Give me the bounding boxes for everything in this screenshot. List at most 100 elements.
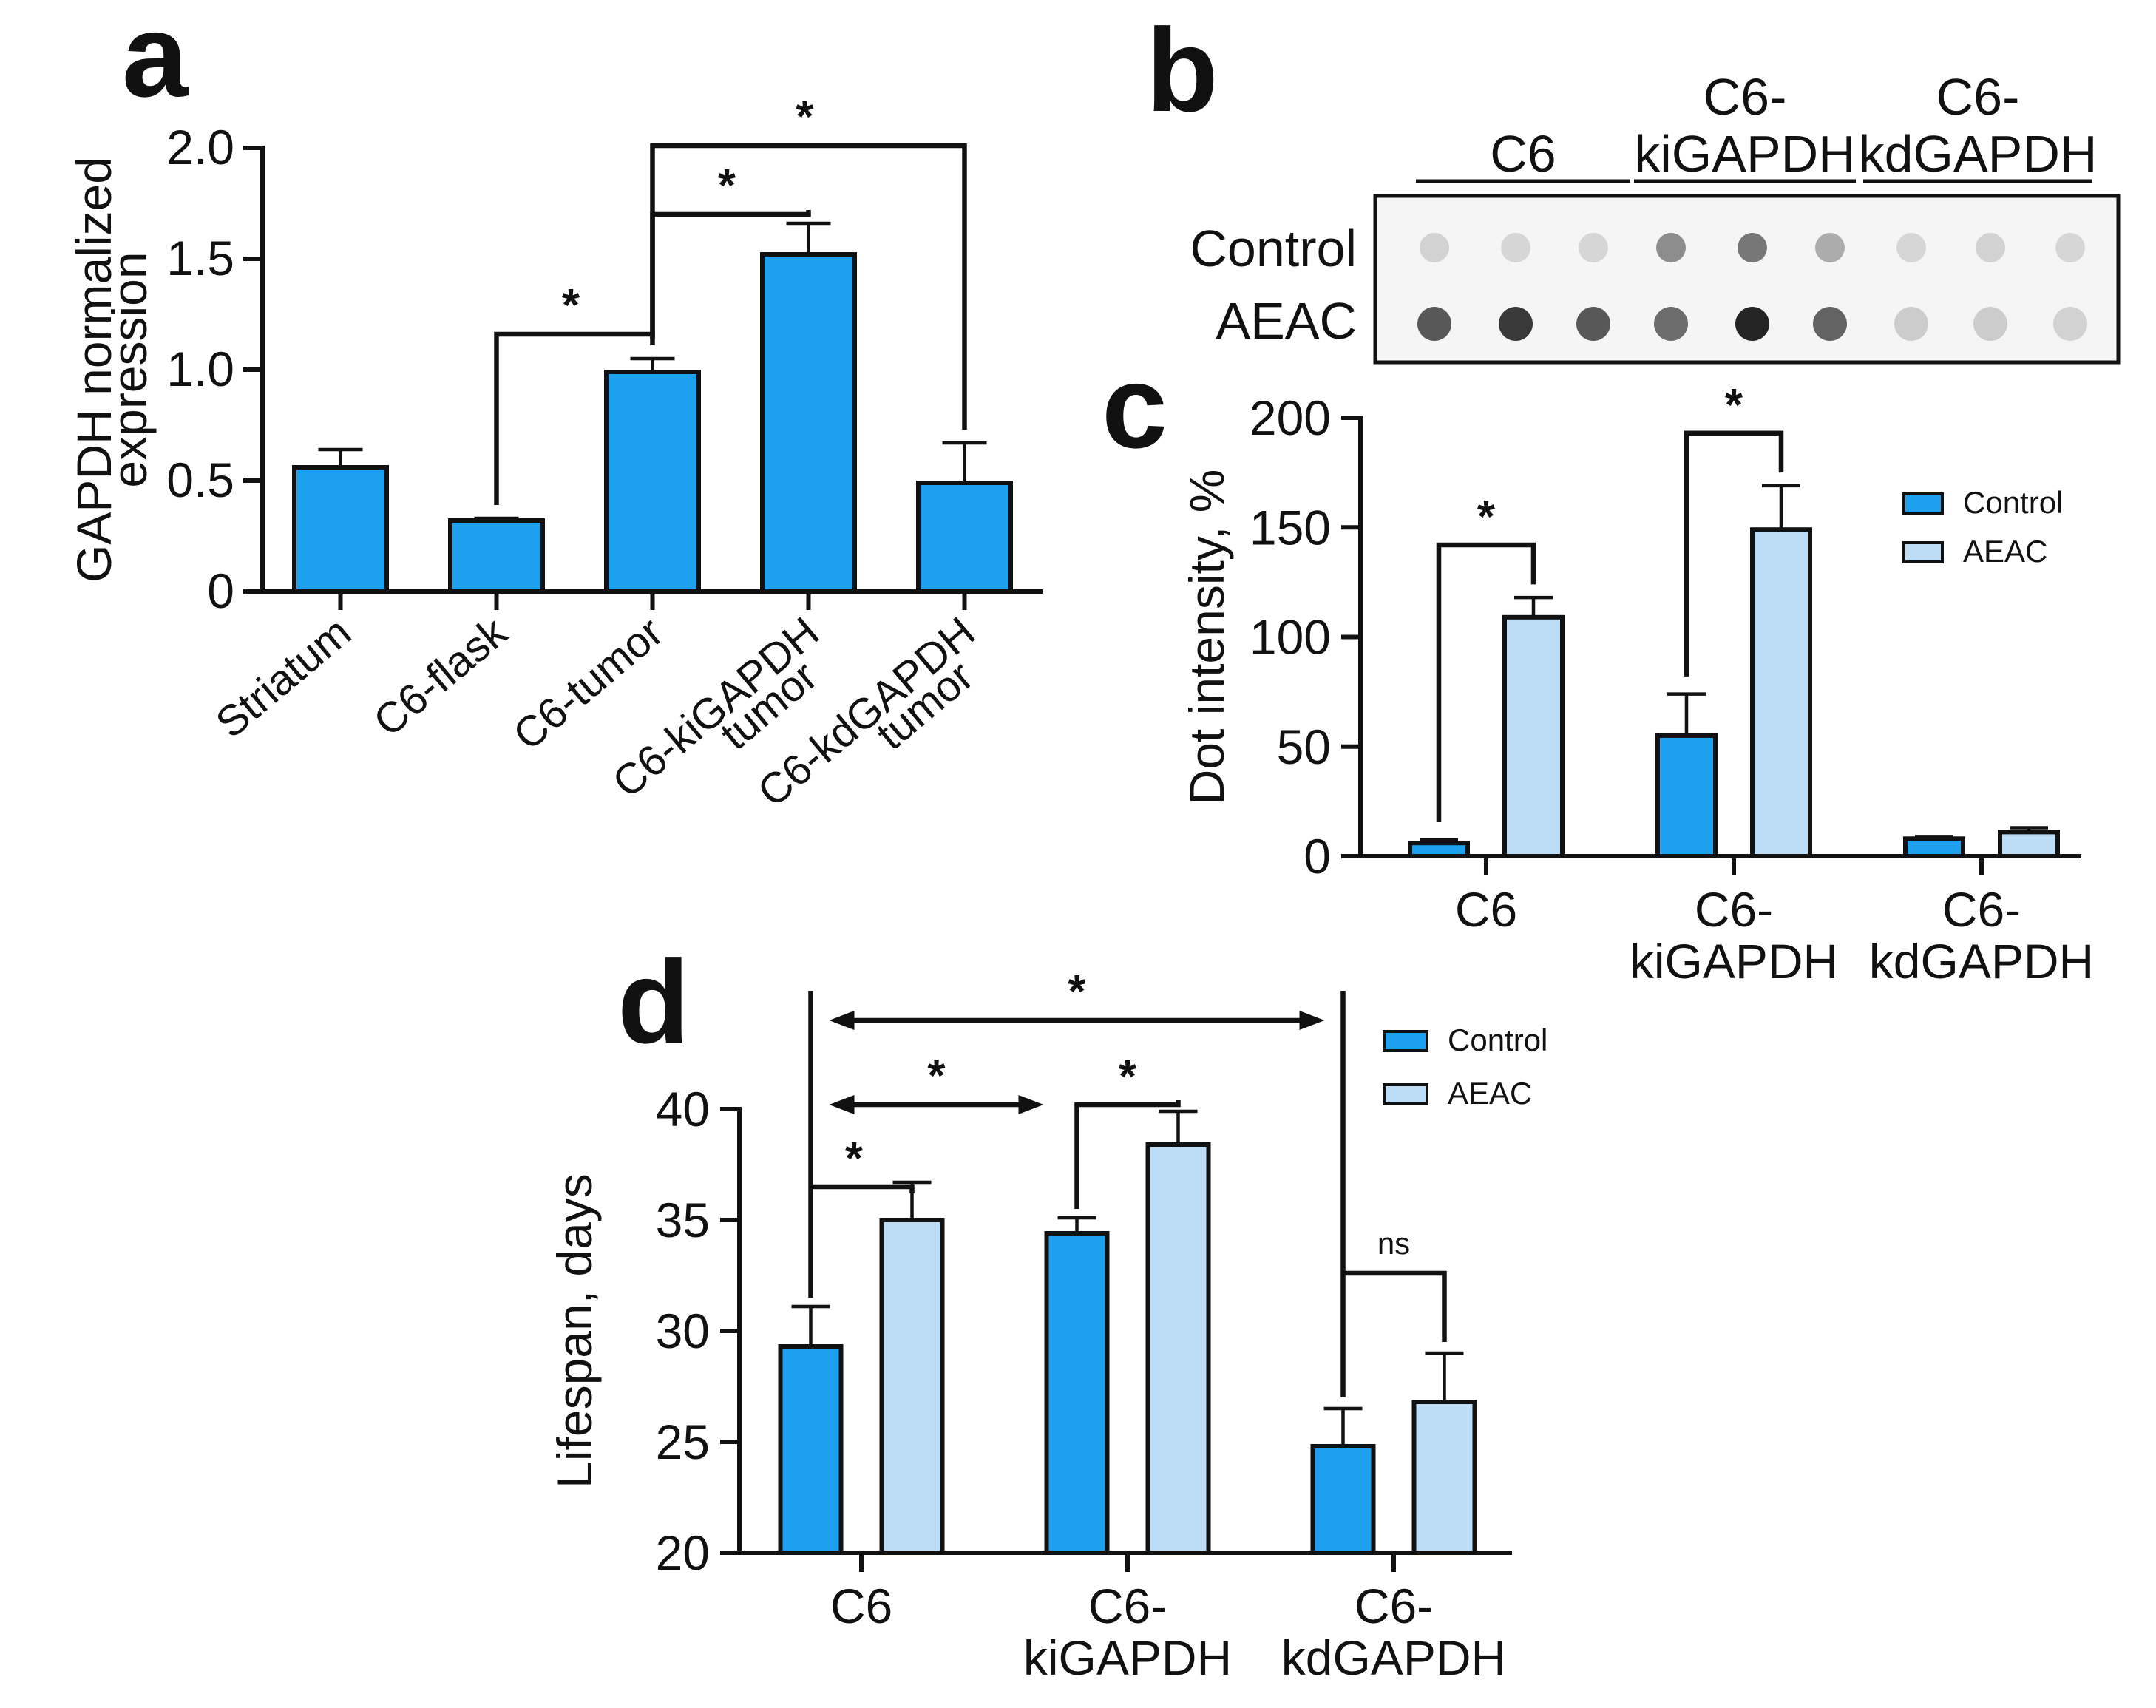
significance-bracket: [1436, 542, 1536, 823]
dot-control: [1738, 233, 1767, 262]
x-tick-label-line2: kdGAPDH: [1869, 934, 2094, 989]
row-label-control: Control: [1190, 220, 1357, 277]
x-tick-label: C6: [830, 1579, 892, 1633]
panel-label-c: c: [1102, 340, 1167, 472]
arrow-head-left: [829, 1011, 855, 1030]
bar-control: [1903, 836, 1965, 859]
dot-control: [1896, 233, 1926, 262]
group-label-line1: C6-: [1704, 68, 1787, 126]
x-tick-label-line1: C6-: [1942, 882, 2021, 937]
bar-aeac: [1750, 527, 1812, 859]
dot-control: [1815, 233, 1845, 262]
arrow-head-right: [1018, 1095, 1044, 1114]
dot-aeac: [1735, 307, 1769, 341]
x-tick-label-line2: kdGAPDH: [1281, 1630, 1506, 1685]
bar-aeac: [1502, 614, 1565, 858]
dot-control: [2055, 233, 2085, 262]
x-tick-label-line2: kiGAPDH: [1630, 934, 1838, 989]
legend-label: AEAC: [1963, 534, 2047, 569]
y-axis-label: GAPDH normalizedexpression: [67, 157, 157, 583]
significance-label: *: [718, 160, 736, 211]
bar-control: [1655, 733, 1718, 858]
y-tick-label: 25: [656, 1414, 710, 1469]
y-tick-label: 35: [656, 1193, 710, 1247]
panel-label-d: d: [617, 935, 690, 1068]
dot-aeac: [1576, 307, 1610, 341]
y-tick-label: 0: [207, 563, 234, 618]
y-tick-label: 200: [1250, 390, 1331, 445]
y-axis-label: Dot intensity, %: [1179, 470, 1234, 805]
y-tick-label: 40: [656, 1082, 710, 1136]
bar: [916, 481, 1013, 594]
dot-aeac: [2053, 307, 2087, 341]
dot-aeac: [1813, 307, 1847, 341]
bar-control: [1044, 1231, 1110, 1555]
y-tick-label: 50: [1277, 719, 1331, 774]
panel-label-b: b: [1146, 4, 1218, 136]
legend-label: Control: [1963, 485, 2063, 520]
y-tick-label: 150: [1250, 500, 1331, 555]
group-label-line2: kdGAPDH: [1859, 125, 2098, 183]
legend-swatch-control: [1383, 1030, 1428, 1052]
y-tick-label: 0: [1304, 829, 1331, 884]
y-tick-label: 1.5: [166, 231, 234, 285]
significance-bracket: [1074, 1100, 1181, 1209]
significance-label: *: [1725, 380, 1743, 431]
dot-aeac: [1417, 307, 1451, 341]
bar-aeac: [1998, 830, 2060, 859]
dot-aeac: [1654, 307, 1688, 341]
bar-aeac: [1145, 1142, 1211, 1555]
significance-label: *: [1477, 492, 1496, 543]
y-tick-label: 30: [656, 1304, 710, 1358]
bar-control: [1310, 1444, 1376, 1555]
bar-aeac: [879, 1218, 945, 1555]
arrow-head-right: [1299, 1011, 1325, 1030]
significance-label: ns: [1377, 1226, 1410, 1261]
legend-label: Control: [1448, 1023, 1547, 1057]
significance-label: *: [562, 280, 580, 331]
y-tick-label: 1.0: [166, 342, 234, 396]
bar-control: [778, 1344, 844, 1555]
bar: [604, 370, 701, 594]
panel-label-a: a: [122, 0, 189, 121]
y-tick-label: 20: [656, 1525, 710, 1580]
group-label-line2: C6: [1490, 125, 1556, 183]
significance-label: *: [1068, 966, 1086, 1017]
y-tick-label: 2.0: [166, 120, 234, 174]
bar: [292, 465, 389, 594]
group-label-line1: C6-: [1936, 68, 2020, 126]
legend-label: AEAC: [1448, 1076, 1532, 1111]
x-tick-label-line1: C6-: [1695, 882, 1773, 937]
dot-control: [1656, 233, 1686, 262]
significance-label: *: [796, 92, 814, 143]
bar-aeac: [1411, 1400, 1477, 1555]
x-tick-label-line2: kiGAPDH: [1023, 1630, 1232, 1685]
y-tick-label: 0.5: [166, 453, 234, 507]
x-tick-label-line1: C6-flask: [365, 608, 516, 746]
y-axis-label-line1: GAPDH normalized: [67, 157, 121, 583]
dot-control: [1501, 233, 1530, 262]
x-tick-label-line1: C6-: [1088, 1579, 1167, 1633]
significance-label: *: [927, 1051, 946, 1102]
dot-aeac: [1894, 307, 1928, 341]
significance-bracket: [810, 1184, 915, 1193]
significance-bracket: [494, 331, 655, 505]
x-tick-label: Striatum: [207, 608, 360, 748]
significance-label: *: [1119, 1051, 1137, 1102]
dot-control: [1420, 233, 1449, 262]
dot-control: [1976, 233, 2005, 262]
dot-aeac: [1973, 307, 2007, 341]
row-label-aeac: AEAC: [1216, 292, 1357, 350]
significance-bracket: [650, 143, 967, 430]
y-tick-label: 100: [1250, 610, 1331, 665]
significance-bracket: [1343, 1270, 1447, 1342]
legend-swatch-aeac: [1383, 1083, 1428, 1105]
bar: [448, 518, 545, 594]
significance-label: *: [845, 1133, 864, 1185]
bar-control: [1408, 841, 1470, 858]
legend-swatch-aeac: [1902, 541, 1944, 563]
